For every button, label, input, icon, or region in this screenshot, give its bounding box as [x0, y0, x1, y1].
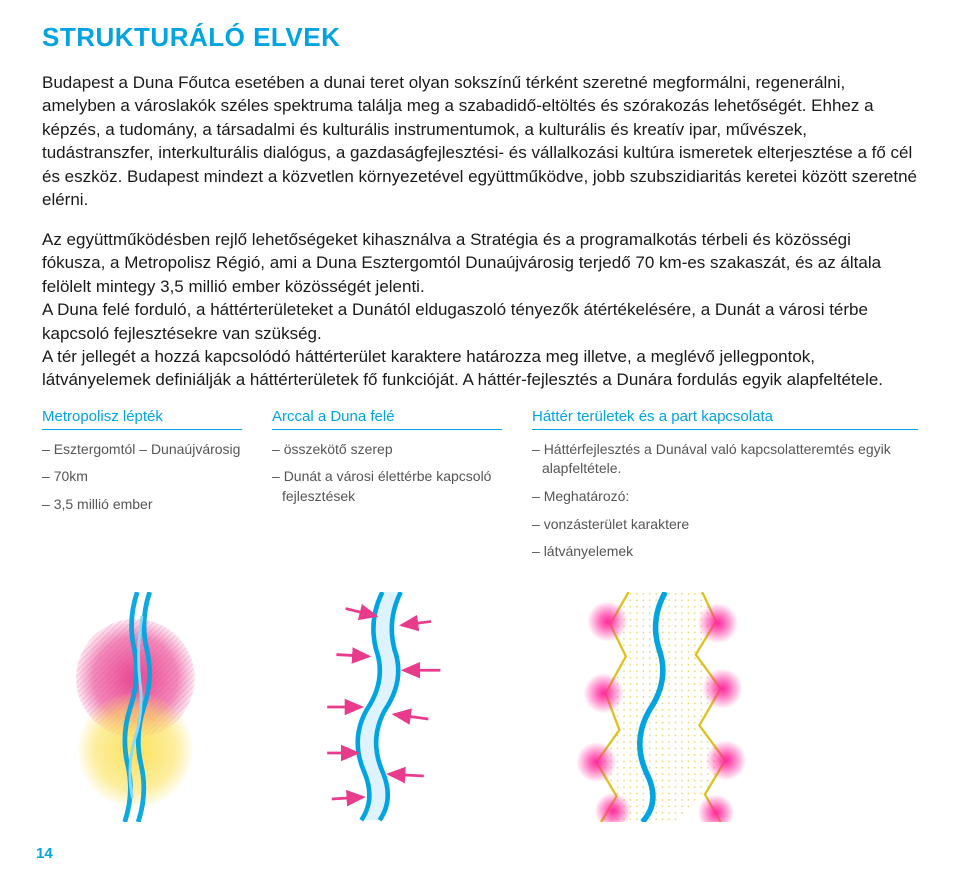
col1-item-0: Esztergomtól – Dunaújvárosig: [42, 440, 242, 460]
col1-item-2: 3,5 millió ember: [42, 495, 242, 515]
col1-title: Metropolisz lépték: [42, 408, 242, 430]
page-title: STRUKTURÁLÓ ELVEK: [42, 22, 918, 53]
col3-item-1: Meghatározó:: [532, 487, 918, 507]
col3-item-0: Háttérfejlesztés a Dunával való kapcsola…: [532, 440, 918, 479]
col2-title: Arccal a Duna felé: [272, 408, 502, 430]
col1-item-1: 70km: [42, 467, 242, 487]
diagram-arccal: [272, 592, 502, 822]
page-number: 14: [36, 845, 53, 862]
para4: A tér jellegét a hozzá kapcsolódó háttér…: [42, 347, 883, 389]
diagram-hatter: [532, 592, 918, 822]
column-arccal: Arccal a Duna felé összekötő szerep Duná…: [272, 408, 502, 570]
paragraph-1: Budapest a Duna Főutca esetében a dunai …: [42, 71, 918, 212]
column-hatter: Háttér területek és a part kapcsolata Há…: [532, 408, 918, 570]
columns-block: Metropolisz lépték Esztergomtól – Dunaúj…: [42, 408, 918, 570]
col2-item-0: összekötő szerep: [272, 440, 502, 460]
col3-item-2: vonzásterület karaktere: [532, 515, 918, 535]
diagrams-row: [42, 592, 918, 822]
column-metropolisz: Metropolisz lépték Esztergomtól – Dunaúj…: [42, 408, 242, 570]
col2-item-1: Dunát a városi élettérbe kapcsoló fejles…: [272, 467, 502, 506]
col3-item-3: látványelemek: [532, 542, 918, 562]
diagram-metropolisz: [42, 592, 242, 822]
para3: A Duna felé forduló, a háttérterületeket…: [42, 300, 868, 342]
paragraph-2: Az együttműködésben rejlő lehetőségeket …: [42, 228, 918, 392]
col3-title: Háttér területek és a part kapcsolata: [532, 408, 918, 430]
para2: Az együttműködésben rejlő lehetőségeket …: [42, 230, 881, 296]
